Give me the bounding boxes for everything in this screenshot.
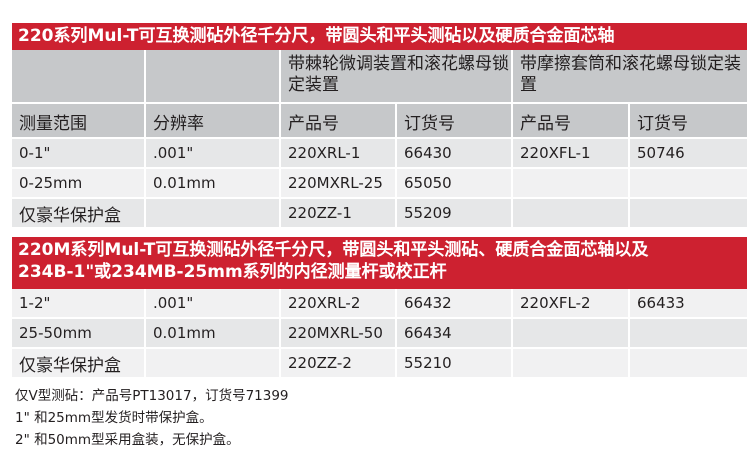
section2-table: 1-2" .001" 220XRL-2 66432 220XFL-2 66433… — [12, 289, 747, 379]
cell-range: 仅豪华保护盒 — [12, 198, 146, 229]
cell-product-no-2: 220XFL-2 — [512, 289, 630, 319]
cell-product-no: 220MXRL-25 — [280, 168, 397, 199]
cell-range: 0-1" — [12, 138, 146, 169]
cell-range: 0-25mm — [12, 168, 146, 199]
section1-title: 220系列Mul-T可互换测砧外径千分尺，带圆头和平头测砧以及硬质合金面芯轴 — [18, 26, 615, 46]
table-row: 25-50mm 0.01mm 220MXRL-50 66434 — [12, 318, 747, 349]
table-row: 0-25mm 0.01mm 220MXRL-25 65050 — [12, 168, 747, 199]
section2-title-line2: 234B-1"或234MB-25mm系列的内径测量杆或校正杆 — [18, 262, 447, 282]
cell-resolution — [145, 198, 281, 229]
footnote-boxed: 2" 和50mm型采用盒装，无保护盒。 — [15, 432, 240, 448]
footnote-v-anvil: 仅V型测砧：产品号PT13017，订货号71399 — [15, 388, 289, 404]
cell-order-no: 55210 — [396, 348, 513, 379]
cell-product-no: 220ZZ-1 — [280, 198, 397, 229]
cell-resolution — [145, 348, 281, 379]
col-header-range: 测量范围 — [12, 103, 146, 139]
col-header-product-no-2: 产品号 — [512, 103, 630, 139]
cell-order-no-2 — [629, 348, 747, 379]
section1-title-band: 220系列Mul-T可互换测砧外径千分尺，带圆头和平头测砧以及硬质合金面芯轴 — [12, 23, 747, 50]
cell-resolution: .001" — [145, 289, 281, 319]
table-row: 1-2" .001" 220XRL-2 66432 220XFL-2 66433 — [12, 289, 747, 319]
col-header-order-no: 订货号 — [396, 103, 513, 139]
group-header-friction: 带摩擦套筒和滚花螺母锁定装置 — [512, 50, 747, 104]
col-header-product-no: 产品号 — [280, 103, 397, 139]
cell-order-no: 66434 — [396, 318, 513, 349]
section2-title-line1: 220M系列Mul-T可互换测砧外径千分尺，带圆头和平头测砧、硬质合金面芯轴以及 — [18, 240, 649, 260]
group-header-ratchet: 带棘轮微调装置和滚花螺母锁定装置 — [280, 50, 513, 104]
column-header-row: 测量范围 分辨率 产品号 订货号 产品号 订货号 — [12, 103, 747, 139]
cell-range: 1-2" — [12, 289, 146, 319]
cell-product-no-2: 220XFL-1 — [512, 138, 630, 169]
cell-resolution: 0.01mm — [145, 318, 281, 349]
cell-product-no: 220ZZ-2 — [280, 348, 397, 379]
cell-range: 仅豪华保护盒 — [12, 348, 146, 379]
cell-order-no-2: 50746 — [629, 138, 747, 169]
cell-order-no: 66432 — [396, 289, 513, 319]
table-row: 仅豪华保护盒 220ZZ-2 55210 — [12, 348, 747, 379]
cell-order-no: 55209 — [396, 198, 513, 229]
cell-product-no-2 — [512, 198, 630, 229]
col-header-resolution: 分辨率 — [145, 103, 281, 139]
footnote-protective-case: 1" 和25mm型发货时带保护盒。 — [15, 410, 213, 426]
cell-product-no: 220XRL-2 — [280, 289, 397, 319]
cell-resolution: .001" — [145, 138, 281, 169]
cell-order-no-2 — [629, 168, 747, 199]
footnotes: 仅V型测砧：产品号PT13017，订货号71399 1" 和25mm型发货时带保… — [15, 385, 289, 451]
cell-product-no: 220MXRL-50 — [280, 318, 397, 349]
section1-table: 带棘轮微调装置和滚花螺母锁定装置 带摩擦套筒和滚花螺母锁定装置 测量范围 分辨率… — [12, 50, 747, 229]
cell-order-no: 66430 — [396, 138, 513, 169]
cell-product-no-2 — [512, 318, 630, 349]
table-row: 仅豪华保护盒 220ZZ-1 55209 — [12, 198, 747, 229]
cell-range: 25-50mm — [12, 318, 146, 349]
cell-order-no-2: 66433 — [629, 289, 747, 319]
cell-product-no-2 — [512, 168, 630, 199]
cell-order-no-2 — [629, 198, 747, 229]
section2-title-band: 220M系列Mul-T可互换测砧外径千分尺，带圆头和平头测砧、硬质合金面芯轴以及… — [12, 237, 747, 289]
group-header-row: 带棘轮微调装置和滚花螺母锁定装置 带摩擦套筒和滚花螺母锁定装置 — [12, 50, 747, 104]
cell-order-no-2 — [629, 318, 747, 349]
cell-product-no-2 — [512, 348, 630, 379]
cell-product-no: 220XRL-1 — [280, 138, 397, 169]
cell-order-no: 65050 — [396, 168, 513, 199]
col-header-order-no-2: 订货号 — [629, 103, 747, 139]
cell-resolution: 0.01mm — [145, 168, 281, 199]
table-row: 0-1" .001" 220XRL-1 66430 220XFL-1 50746 — [12, 138, 747, 169]
